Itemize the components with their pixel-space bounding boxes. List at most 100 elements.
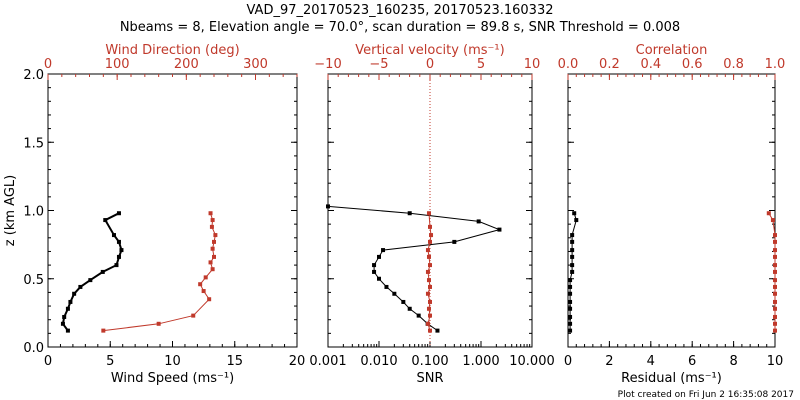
data-point-residual-top [773,328,777,333]
data-point-residual-bottom [570,269,575,274]
data-point-snr-bottom [372,269,377,274]
x-bottom-axis-label: Wind Speed (ms⁻¹) [111,371,234,386]
x-bottom-tick-label: 1.000 [462,354,499,369]
series-line-wind-top [103,213,216,332]
x-top-tick-label: 0 [426,57,434,72]
x-top-tick-label: 200 [174,57,199,72]
data-point-snr-bottom [435,328,440,333]
x-bottom-tick-label: 2 [605,354,613,369]
data-point-residual-bottom [568,321,573,326]
x-bottom-tick-label: 10 [767,354,784,369]
x-top-tick-label: 100 [105,57,130,72]
x-top-tick-label: 0.0 [558,57,579,72]
data-point-snr-top [428,328,432,333]
data-point-snr-bottom [452,239,457,244]
data-point-snr-top [428,263,432,268]
x-top-tick-label: 5 [477,57,485,72]
data-point-wind-top [212,239,216,244]
data-point-wind-bottom [116,239,121,244]
data-point-residual-bottom [568,284,573,289]
plot-frame-snr [327,73,533,348]
data-point-wind-bottom [65,328,70,333]
figure-title-line1: VAD_97_20170523_160235, 20170523.160332 [247,3,554,18]
data-point-wind-top [101,328,106,333]
data-point-snr-bottom [326,204,330,209]
series-line-residual-bottom [569,213,577,331]
x-top-tick-label: 10 [524,57,541,72]
data-point-wind-top [210,246,215,251]
x-top-tick-label: 1.0 [765,57,786,72]
data-point-residual-bottom [572,211,577,216]
data-point-snr-top [428,299,432,304]
x-bottom-tick-label: 0 [44,354,52,369]
data-point-wind-top [208,211,213,216]
data-point-wind-bottom [119,248,124,253]
data-point-snr-top [425,248,430,253]
x-top-tick-label: 0 [44,57,52,72]
data-point-snr-top [426,278,431,283]
data-point-wind-bottom [114,263,119,268]
data-point-residual-top [773,299,777,304]
data-point-snr-top [426,306,431,311]
data-point-wind-bottom [62,314,67,319]
x-top-axis-label: Correlation [636,43,708,58]
data-point-snr-bottom [377,254,381,259]
y-tick-label: 0.5 [23,273,44,288]
data-point-wind-top [213,233,218,238]
data-point-wind-top [212,254,216,259]
x-bottom-axis-label: Residual (ms⁻¹) [621,371,722,386]
data-point-residual-bottom [568,306,573,311]
x-bottom-tick-label: 4 [647,354,655,369]
plot-credit: Plot created on Fri Jun 2 16:35:08 2017 [618,390,794,400]
data-point-residual-top [773,321,777,326]
x-bottom-tick-label: 10 [164,354,181,369]
data-point-snr-bottom [401,299,406,304]
x-bottom-tick-label: 8 [729,354,737,369]
data-point-wind-bottom [100,269,105,274]
data-point-snr-top [428,284,432,289]
y-tick-label: 0.0 [23,341,44,356]
data-point-residual-top [773,239,777,244]
x-top-axis-label: Vertical velocity (ms⁻¹) [355,43,504,58]
plot-frame-wind [47,73,298,348]
data-point-residual-bottom [568,299,573,304]
data-point-residual-bottom [570,254,575,259]
series-line-residual-top [768,212,776,331]
plot-frame-residual [567,73,776,348]
data-point-snr-bottom [476,219,481,224]
x-bottom-axis-label: SNR [416,371,443,386]
data-point-wind-top [203,275,208,280]
x-top-tick-label: 0.8 [723,57,744,72]
data-point-snr-top [425,291,430,296]
data-point-residual-top [773,269,777,274]
data-point-wind-bottom [65,306,70,311]
data-point-residual-bottom [574,218,579,223]
data-point-residual-top [773,278,777,283]
data-point-residual-bottom [570,239,575,244]
data-point-snr-top [425,269,430,274]
data-point-residual-top [773,233,777,238]
series-line-snr-top [427,213,432,331]
data-point-wind-top [210,218,215,223]
data-point-snr-bottom [384,284,389,289]
data-point-wind-top [209,224,214,229]
data-point-wind-bottom [88,278,93,283]
data-point-snr-top [428,239,432,244]
data-point-residual-top [773,306,777,311]
data-point-snr-top [426,211,431,216]
x-top-tick-label: 0.2 [599,57,620,72]
data-point-wind-bottom [111,233,116,238]
data-point-snr-bottom [377,276,381,281]
data-point-snr-top [426,254,431,259]
data-point-snr-bottom [407,211,412,216]
x-bottom-tick-label: 0.001 [309,354,346,369]
data-point-wind-bottom [103,218,108,223]
x-bottom-tick-label: 15 [226,354,243,369]
x-top-tick-label: 0.4 [640,57,661,72]
y-tick-label: 1.5 [23,136,44,151]
data-point-wind-bottom [116,254,121,259]
data-point-residual-bottom [568,278,573,283]
y-tick-label: 2.0 [23,68,44,83]
